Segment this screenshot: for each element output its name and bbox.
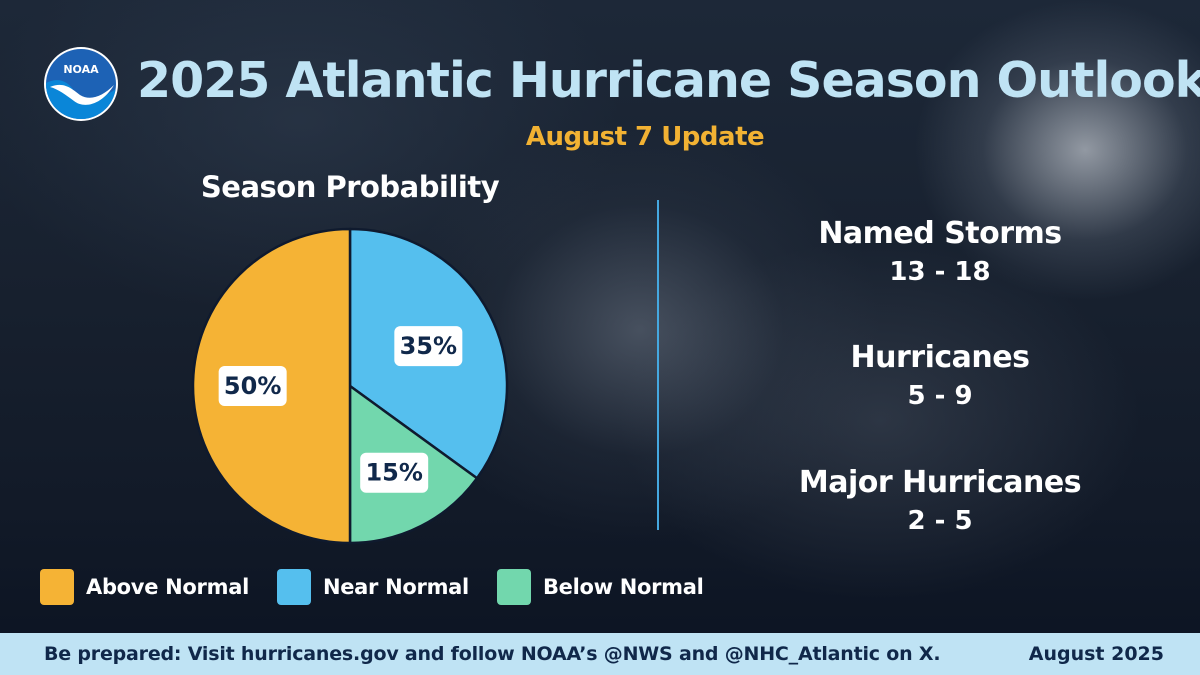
legend-label: Below Normal	[542, 575, 704, 599]
legend-label: Above Normal	[86, 575, 249, 599]
stat-label: Named Storms	[818, 216, 1062, 251]
noaa-logo: NOAA	[44, 47, 118, 121]
legend-swatch	[276, 569, 311, 605]
chart-legend: Above Normal Near Normal Below Normal	[40, 569, 732, 605]
stat-value: 2 - 5	[907, 506, 973, 536]
pie-label-above-normal: 50%	[218, 366, 287, 406]
pie-label-box	[218, 366, 287, 406]
update-subtitle: August 7 Update	[525, 122, 765, 152]
pie-label-box	[360, 452, 429, 493]
stat-hurricanes: Hurricanes 5 - 9	[790, 340, 1090, 411]
season-probability-pie: 35% 15% 50%	[191, 227, 509, 545]
pie-label-text: 35%	[400, 332, 457, 360]
page-title: 2025 Atlantic Hurricane Season Outlook	[137, 52, 1200, 109]
divider	[657, 200, 659, 530]
pie-label-box	[394, 326, 463, 367]
legend-swatch	[496, 569, 531, 605]
footer-date: August 2025	[1028, 643, 1164, 665]
footer-message: Be prepared: Visit hurricanes.gov and fo…	[44, 643, 941, 665]
legend-item-below-normal: Below Normal	[496, 569, 704, 605]
stat-value: 13 - 18	[889, 257, 991, 287]
stat-major-hurricanes: Major Hurricanes 2 - 5	[790, 465, 1090, 536]
stat-value: 5 - 9	[907, 381, 973, 411]
stat-label: Hurricanes	[850, 340, 1030, 375]
chart-title: Season Probability	[200, 170, 500, 204]
stat-named-storms: Named Storms 13 - 18	[790, 216, 1090, 287]
footer-bar: Be prepared: Visit hurricanes.gov and fo…	[0, 633, 1200, 675]
pie-label-text: 50%	[224, 372, 281, 400]
legend-item-near-normal: Near Normal	[276, 569, 469, 605]
pie-label-text: 15%	[365, 459, 422, 487]
stat-label: Major Hurricanes	[798, 465, 1082, 500]
legend-swatch	[40, 569, 74, 605]
legend-item-above-normal: Above Normal	[40, 569, 249, 605]
pie-label-below-normal: 15%	[360, 452, 429, 493]
pie-label-near-normal: 35%	[394, 326, 463, 367]
legend-label: Near Normal	[322, 575, 469, 599]
logo-text: NOAA	[63, 63, 99, 76]
